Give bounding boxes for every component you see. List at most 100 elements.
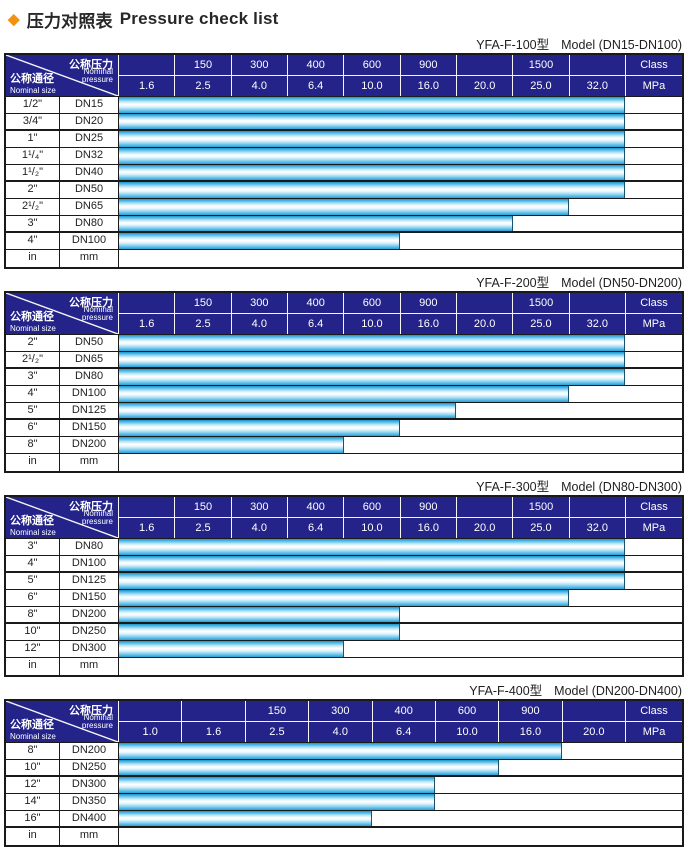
- bar-track: [119, 607, 682, 622]
- diagonal-line: [6, 497, 118, 538]
- size-inch-cell: 5": [6, 403, 60, 418]
- bar-track: [119, 199, 682, 215]
- table-row: 2" DN50: [6, 182, 682, 199]
- page-title-zh: 压力对照表: [26, 11, 113, 31]
- header-value-cell: 1.6: [139, 318, 155, 330]
- size-inch-cell: 12": [6, 777, 60, 793]
- size-inch-cell: 5": [6, 573, 60, 589]
- model-name: YFA-F-100型: [476, 38, 550, 52]
- nominal-pressure-label-en: Nominal pressure: [82, 510, 113, 526]
- header-value-cell: 1500: [512, 293, 568, 313]
- pressure-range-bar: [119, 556, 625, 571]
- diagonal-header-cell: 公称压力 Nominal pressure 公称通径 Nominal size: [6, 55, 119, 96]
- size-dn-cell: DN80: [60, 539, 119, 555]
- bar-track: [119, 828, 682, 845]
- mm-unit-cell: mm: [60, 250, 119, 267]
- pressure-range-bar: [119, 182, 625, 198]
- pressure-table-section: YFA-F-400型 Model (DN200-DN400) 公称压力 Nominal…: [4, 684, 684, 847]
- size-dn-cell: DN15: [60, 97, 119, 113]
- table-row: 8" DN200: [6, 437, 682, 454]
- size-dn-cell: DN125: [60, 573, 119, 589]
- bar-track: [119, 760, 682, 775]
- nominal-size-label-zh: 公称通径: [10, 311, 54, 323]
- header-value-cell: 6.4: [371, 722, 435, 742]
- size-inch-cell: 10": [6, 624, 60, 640]
- header-unit-cell: Class: [625, 701, 682, 721]
- table-header: 公称压力 Nominal pressure 公称通径 Nominal size 150 30…: [6, 55, 682, 97]
- header-value-cell: 300: [230, 55, 287, 75]
- pressure-range-bar: [119, 114, 625, 129]
- bar-track: [119, 352, 682, 367]
- nominal-size-label-en: Nominal size: [10, 86, 56, 95]
- nominal-pressure-en-line1: Nominal: [83, 67, 113, 76]
- pressure-range-bar: [119, 165, 625, 180]
- pressure-range-bar: [119, 794, 436, 810]
- header-value-cell: 300: [230, 293, 287, 313]
- size-inch-cell: 4": [6, 233, 60, 249]
- table-row: 10" DN250: [6, 760, 682, 777]
- size-dn-cell: DN200: [60, 437, 119, 453]
- mm-unit-cell: mm: [60, 454, 119, 471]
- header-unit-cell: MPa: [625, 722, 682, 742]
- bar-track: [119, 811, 682, 826]
- table-row: 5" DN125: [6, 403, 682, 420]
- pressure-range-bar: [119, 590, 569, 606]
- size-inch-cell: 4": [6, 556, 60, 571]
- size-inch-cell: 3": [6, 216, 60, 231]
- header-unit-cell: MPa: [624, 76, 682, 96]
- nominal-pressure-en-line1: Nominal: [83, 509, 113, 518]
- size-inch-cell: 4": [6, 386, 60, 402]
- header-class-row: 150 300 400 600 900 1500 Class: [119, 293, 682, 313]
- bar-track: [119, 182, 682, 198]
- header-mpa-row: 1.6 2.5 4.0 6.4 10.0 16.0 20.0 25.0 32.0 MPa: [119, 517, 682, 538]
- header-columns: 150 300 400 600 900 1500 Class 1.6 2.5 4.0 6.4 10.0…: [119, 293, 682, 334]
- size-inch-cell: 6": [6, 420, 60, 436]
- nominal-pressure-label-zh: 公称压力: [69, 705, 113, 717]
- header-value-cell: 400: [286, 293, 343, 313]
- nominal-size-label-en: Nominal size: [10, 732, 56, 741]
- inch-unit-cell: in: [6, 250, 60, 267]
- header-value-cell: [455, 293, 512, 313]
- header-value-cell: 16.0: [399, 76, 456, 96]
- table-row: 3" DN80: [6, 216, 682, 233]
- size-inch-cell: 1": [6, 131, 60, 147]
- size-inch-cell: 3/4": [6, 114, 60, 129]
- nominal-pressure-label-zh: 公称压力: [69, 59, 113, 71]
- pressure-range-bar: [119, 539, 625, 555]
- table-row: 8" DN200: [6, 607, 682, 624]
- header-value-cell: 6.4: [286, 314, 343, 334]
- size-inch-cell: 10": [6, 760, 60, 775]
- pressure-tables: YFA-F-100型 Model (DN15-DN100) 公称压力 Nominal p…: [4, 38, 684, 847]
- header-value-cell: 32.0: [568, 518, 625, 538]
- table-row: 6" DN150: [6, 590, 682, 607]
- pressure-range-bar: [119, 352, 625, 367]
- size-inch-cell: 8": [6, 437, 60, 453]
- pressure-range-bar: [119, 420, 401, 436]
- pressure-range-bar: [119, 216, 513, 231]
- table-row: 4" DN100: [6, 556, 682, 573]
- bar-track: [119, 658, 682, 675]
- bar-track: [119, 386, 682, 402]
- nominal-pressure-label-en: Nominal pressure: [82, 714, 113, 730]
- header-value-cell: [119, 701, 181, 721]
- size-inch-cell: 16": [6, 811, 60, 826]
- header-value-cell: [568, 497, 625, 517]
- header-value-cell: 16.0: [399, 314, 456, 334]
- pressure-table-section: YFA-F-300型 Model (DN80-DN300) 公称压力 Nominal p…: [4, 480, 684, 677]
- header-unit-cell: Class: [624, 497, 682, 517]
- header-value-cell: 600: [343, 497, 399, 517]
- mm-unit-cell: mm: [60, 828, 119, 845]
- bar-track: [119, 556, 682, 571]
- diagonal-line: [6, 55, 118, 96]
- header-value-cell: 600: [343, 293, 399, 313]
- header-value-cell: [455, 55, 512, 75]
- table-row: 16" DN400: [6, 811, 682, 828]
- header-value-cell: 10.0: [343, 314, 399, 334]
- size-inch-cell: 3": [6, 539, 60, 555]
- header-value-cell: 1.6: [139, 522, 155, 534]
- size-dn-cell: DN80: [60, 216, 119, 231]
- header-value-cell: 6.4: [286, 76, 343, 96]
- pressure-range-bar: [119, 386, 569, 402]
- pressure-range-bar: [119, 437, 344, 453]
- table-row: 4" DN100: [6, 233, 682, 250]
